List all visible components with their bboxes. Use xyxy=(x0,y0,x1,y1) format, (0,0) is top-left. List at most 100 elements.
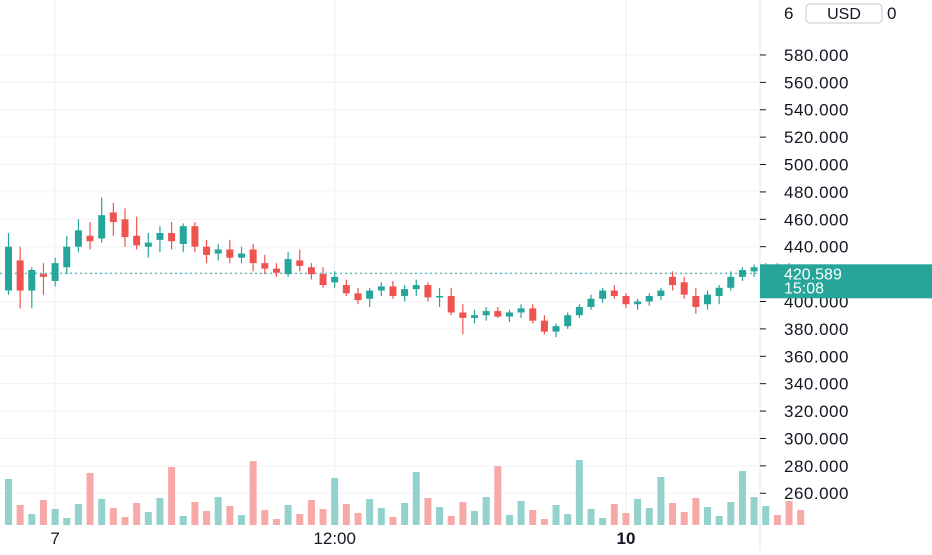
candle-body xyxy=(203,246,211,255)
time-tick-label: 10 xyxy=(616,529,635,548)
volume-bar xyxy=(494,466,502,525)
currency-button[interactable] xyxy=(805,3,883,24)
candle-body xyxy=(471,315,478,318)
candle-body xyxy=(261,263,269,269)
volume-bar xyxy=(249,461,257,525)
candle-body xyxy=(39,274,47,277)
candle-body xyxy=(645,296,653,302)
time-axis[interactable]: 7 12:00 10 xyxy=(50,529,635,548)
candle-body xyxy=(296,260,304,266)
candle-body xyxy=(657,290,665,297)
volume-bar xyxy=(284,505,292,525)
candle-body xyxy=(517,308,525,313)
volume-bar xyxy=(773,515,781,525)
volume-bar xyxy=(797,510,805,525)
candle-body xyxy=(575,306,583,316)
volume-bar xyxy=(645,508,653,525)
candle-body xyxy=(680,282,688,295)
candle-body xyxy=(738,269,746,277)
candle-body xyxy=(354,293,362,301)
volume-bar xyxy=(715,516,723,525)
volume-bar xyxy=(738,471,746,525)
volume-bar xyxy=(669,503,677,525)
candle-body xyxy=(168,233,176,242)
volume-bar xyxy=(750,497,758,525)
volume-bar xyxy=(785,501,793,525)
candle-body xyxy=(599,290,607,299)
volume-bar xyxy=(401,503,409,525)
candle-body xyxy=(750,267,758,272)
candle-body xyxy=(552,326,560,332)
volume-bar xyxy=(389,517,397,525)
candle-body xyxy=(307,267,315,275)
time-tick-label: 7 xyxy=(50,529,59,548)
volume-bar xyxy=(634,499,642,525)
price-axis[interactable]: 260.000 280.000 300.000 320.000 340.000 360.0… xyxy=(759,0,932,550)
volume-bar xyxy=(459,502,467,525)
volume-bar xyxy=(51,509,59,525)
volume-bar xyxy=(296,514,304,525)
volume-bar xyxy=(377,508,385,525)
candle-body xyxy=(459,312,467,318)
candle-body xyxy=(622,296,630,305)
candle-body xyxy=(342,285,350,294)
volume-bar xyxy=(704,507,711,525)
volume-bar xyxy=(575,460,583,525)
candle-body xyxy=(51,263,59,281)
volume-bar xyxy=(74,504,82,525)
candle-body xyxy=(366,290,374,299)
price-tick-label-partial: 0 xyxy=(887,4,897,23)
volume-bar xyxy=(319,509,327,525)
volume-bar xyxy=(552,505,560,525)
volume-bar xyxy=(144,512,152,525)
candle-body xyxy=(5,246,12,291)
countdown-timer: 15:08 xyxy=(784,280,824,297)
volume-bar xyxy=(28,514,36,525)
candle-body xyxy=(669,276,677,286)
volume-bar xyxy=(587,509,595,525)
volume-bar xyxy=(436,507,444,525)
volume-bar xyxy=(505,515,513,525)
candle-body xyxy=(191,226,199,247)
candle-body xyxy=(704,294,711,305)
price-tick-label: 340.000 xyxy=(784,375,849,394)
candle-body xyxy=(692,296,700,307)
volume-bar xyxy=(610,504,618,525)
volume-bar xyxy=(226,506,234,525)
volume-bar xyxy=(272,519,280,525)
price-tick-label: 540.000 xyxy=(784,101,849,120)
volume-bar xyxy=(366,499,374,525)
last-price-badge xyxy=(760,264,932,299)
price-tick-label: 480.000 xyxy=(784,183,849,202)
currency-label[interactable]: USD xyxy=(827,6,861,23)
volume-bar xyxy=(762,506,770,525)
volume-bar xyxy=(622,513,630,525)
time-tick-label: 12:00 xyxy=(313,529,356,548)
candle-body xyxy=(401,289,409,297)
candle-body xyxy=(98,215,106,239)
volume-bar xyxy=(331,478,339,525)
volume-bar xyxy=(203,511,211,525)
volume-bar xyxy=(529,510,537,525)
price-tick-label: 380.000 xyxy=(784,320,849,339)
candle-body xyxy=(133,235,141,246)
candle-body xyxy=(727,276,735,288)
candle-body xyxy=(284,259,292,275)
candle-body xyxy=(179,226,187,244)
candle-body xyxy=(389,286,397,297)
volume-bar xyxy=(564,514,572,525)
volume-bar xyxy=(692,498,700,525)
volume-bar xyxy=(657,477,665,525)
volume-bar xyxy=(307,500,315,525)
candle-body xyxy=(436,296,444,298)
candle-body xyxy=(226,249,234,258)
candle-body xyxy=(238,253,245,258)
last-price-value: 420.589 xyxy=(784,266,842,283)
price-tick-label: 280.000 xyxy=(784,457,849,476)
candle-body xyxy=(319,274,327,286)
price-tick-label: 520.000 xyxy=(784,128,849,147)
volume-bar xyxy=(109,508,117,525)
volume-bar xyxy=(342,504,350,525)
